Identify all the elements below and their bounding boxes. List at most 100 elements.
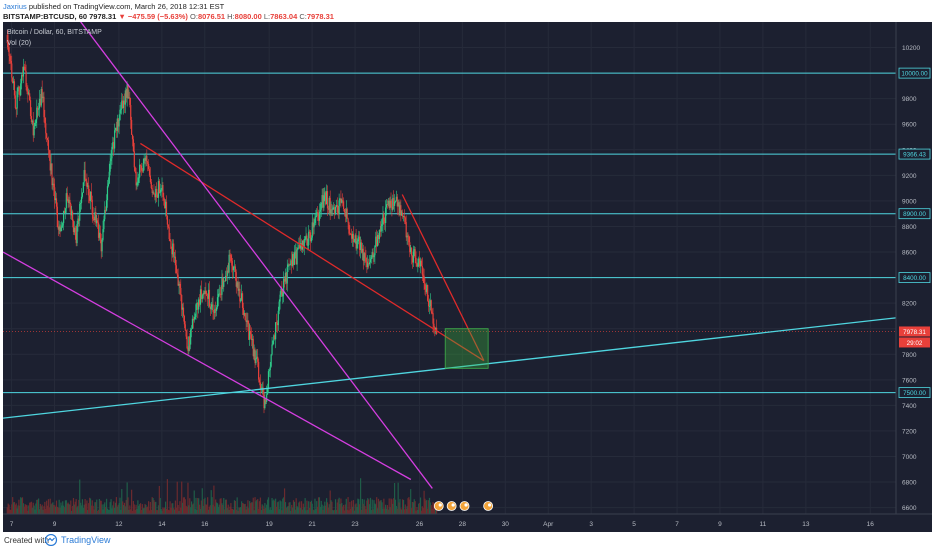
- candle-body: [304, 238, 306, 241]
- volume-bar: [157, 505, 160, 514]
- volume-bar: [13, 502, 16, 514]
- volume-bar: [112, 505, 114, 514]
- price-axis[interactable]: [896, 22, 932, 514]
- candle-body: [91, 199, 93, 216]
- candle-body: [160, 189, 162, 193]
- volume-bar: [205, 504, 207, 514]
- volume-bar: [275, 498, 277, 514]
- volume-bar: [228, 510, 230, 514]
- volume-bar: [63, 505, 65, 514]
- chart-container[interactable]: 6600680070007200740076007800800082008400…: [2, 15, 932, 532]
- tradingview-logo[interactable]: TradingView: [44, 534, 111, 546]
- candle-body: [195, 304, 197, 318]
- volume-bar: [106, 508, 109, 514]
- volume-bar: [60, 502, 62, 514]
- volume-bar: [155, 501, 157, 514]
- volume-bar: [165, 501, 167, 514]
- candle-body: [371, 252, 373, 258]
- candle-body: [395, 196, 397, 201]
- volume-bar: [302, 503, 304, 514]
- volume-bar: [148, 510, 151, 514]
- candle-body: [433, 323, 435, 328]
- price-chart[interactable]: 6600680070007200740076007800800082008400…: [2, 15, 932, 532]
- candle-body: [107, 183, 109, 187]
- volume-bar: [255, 501, 257, 514]
- volume-bar: [402, 499, 405, 514]
- volume-bar: [294, 509, 296, 514]
- volume-bar: [182, 502, 184, 514]
- volume-bar: [420, 510, 423, 514]
- footer: Created with TradingView: [0, 532, 932, 550]
- candle-body: [244, 312, 246, 321]
- volume-bar: [71, 505, 74, 514]
- volume-bar: [263, 508, 265, 514]
- volume-bar: [357, 498, 359, 514]
- volume-bar: [409, 499, 411, 514]
- volume-bar: [262, 505, 264, 514]
- volume-bar: [202, 505, 204, 514]
- candle-body: [199, 289, 202, 305]
- volume-bar: [345, 498, 347, 514]
- volume-bar: [275, 506, 278, 514]
- time-tick-label: 5: [632, 521, 636, 528]
- volume-bar: [94, 502, 96, 514]
- candle-body: [335, 204, 338, 208]
- volume-bar: [232, 508, 234, 514]
- volume-bar: [84, 499, 86, 514]
- candle-body: [114, 130, 116, 149]
- time-tick-label: 26: [416, 521, 424, 528]
- candle-body: [317, 212, 319, 214]
- candle-body: [161, 185, 163, 190]
- volume-bar: [98, 499, 101, 514]
- volume-bar: [67, 502, 69, 514]
- time-tick-label: 7: [675, 521, 679, 528]
- candle-body: [111, 146, 113, 159]
- candle-body: [174, 256, 177, 266]
- volume-bar: [120, 509, 122, 514]
- candle-body: [178, 283, 180, 286]
- volume-bar: [251, 502, 253, 514]
- candle-body: [402, 212, 404, 217]
- volume-bar: [72, 498, 75, 514]
- candle-body: [57, 227, 59, 230]
- author-link[interactable]: Jaxrius: [3, 2, 27, 11]
- candle-body: [420, 260, 423, 266]
- volume-bar: [418, 503, 420, 514]
- volume-bar: [225, 499, 228, 514]
- candle-body: [105, 209, 107, 211]
- candle-body: [185, 330, 187, 337]
- candle-body: [407, 235, 409, 237]
- price-tick-label: 6600: [902, 505, 917, 512]
- time-axis[interactable]: [3, 514, 932, 532]
- candle-body: [257, 356, 259, 362]
- volume-bar: [198, 498, 200, 514]
- candle-body: [228, 254, 230, 273]
- candle-body: [124, 90, 126, 105]
- low-label: L:: [263, 12, 271, 21]
- volume-bar: [243, 504, 245, 514]
- volume-bar: [325, 505, 327, 514]
- volume-bar: [18, 499, 20, 514]
- candle-body: [155, 188, 157, 198]
- volume-bar: [231, 508, 233, 514]
- candle-body: [338, 200, 340, 214]
- volume-bar: [62, 501, 64, 514]
- candle-body: [74, 227, 76, 234]
- level-label: 8900.00: [903, 211, 926, 218]
- candle-body: [119, 109, 121, 121]
- candle-body: [388, 200, 390, 209]
- candle-body: [317, 212, 320, 221]
- candle-body: [188, 336, 190, 351]
- candle-body: [276, 322, 279, 326]
- volume-bar: [428, 497, 431, 514]
- volume-bar: [252, 497, 254, 514]
- volume-bar: [361, 498, 363, 514]
- candle-body: [315, 215, 317, 218]
- volume-bar: [149, 502, 152, 514]
- volume-bar: [101, 504, 103, 514]
- volume-bar: [96, 499, 98, 514]
- price-tick-label: 6800: [902, 480, 917, 487]
- time-tick-label: 11: [760, 521, 767, 528]
- candle-body: [102, 229, 104, 240]
- candle-body: [261, 387, 263, 389]
